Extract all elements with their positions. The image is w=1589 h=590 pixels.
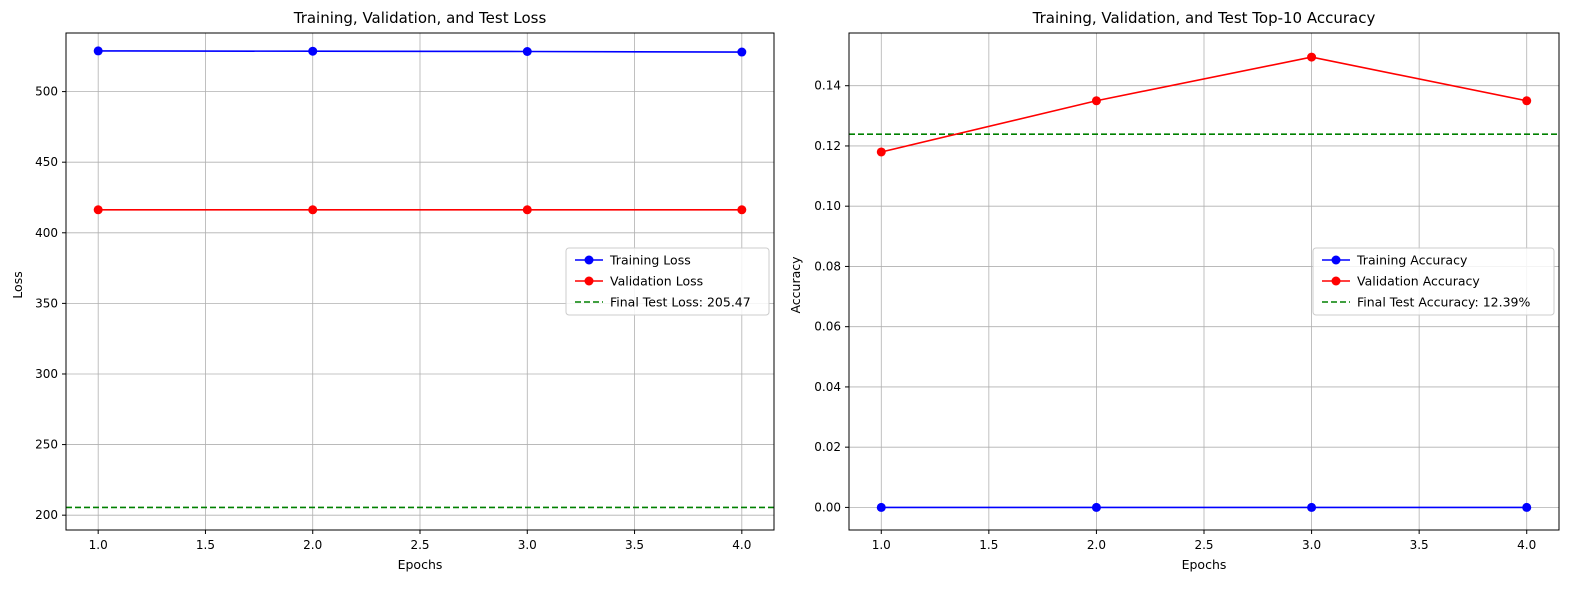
data-point [876,502,886,512]
data-point [522,46,532,56]
data-point [737,47,747,57]
data-point [876,147,886,157]
x-axis-label: Epochs [1182,557,1227,572]
y-tick-label: 450 [35,155,58,169]
legend-label: Training Accuracy [1356,253,1468,268]
y-tick-label: 0.06 [814,320,841,334]
legend-box [565,247,770,316]
y-tick-label: 250 [35,438,58,452]
data-point [308,46,318,56]
y-tick-label: 300 [35,367,58,381]
data-point [1522,502,1532,512]
y-tick-label: 0.14 [814,79,841,93]
y-tick-label: 350 [35,296,58,310]
data-point [737,205,747,215]
y-axis-label: Loss [10,271,25,298]
chart-title: Training, Validation, and Test Top-10 Ac… [1032,9,1376,27]
x-tick-label: 3.5 [1410,538,1429,552]
x-tick-label: 1.0 [872,538,891,552]
x-tick-label: 2.0 [1087,538,1106,552]
data-point [93,46,103,56]
y-tick-label: 0.02 [814,440,841,454]
legend-box [1312,247,1555,316]
legend-label: Validation Loss [610,274,703,289]
x-tick-label: 2.0 [303,538,322,552]
ticks: 1.0 1.5 2.0 2.5 3.0 3.5 4.0 200 250 300 350 400 450 5… [35,85,751,552]
legend-marker [584,276,594,286]
data-point [308,205,318,215]
x-tick-label: 1.5 [979,538,998,552]
series-layer [876,52,1532,512]
legend-marker [1331,276,1341,286]
x-tick-label: 1.5 [196,538,215,552]
x-tick-label: 2.5 [1194,538,1213,552]
x-tick-label: 1.0 [89,538,108,552]
y-tick-label: 200 [35,508,58,522]
chart-title: Training, Validation, and Test Loss [293,9,547,27]
x-tick-label: 3.0 [1302,538,1321,552]
x-tick-label: 4.0 [732,538,751,552]
y-tick-label: 0.08 [814,259,841,273]
legend: Training Loss Validation Loss Final Test L… [565,247,770,316]
y-tick-label: 0.10 [814,199,841,213]
data-point [1091,502,1101,512]
data-point [1522,96,1532,106]
y-tick-label: 0.12 [814,139,841,153]
series-layer [93,46,747,215]
series-line [881,56,1527,153]
data-point [1307,502,1317,512]
data-point [1307,52,1317,62]
y-tick-label: 500 [35,85,58,99]
ticks: 1.0 1.5 2.0 2.5 3.0 3.5 4.0 0.00 0.02 0.04 0.06 0.0… [814,79,1536,552]
legend-marker [1331,255,1341,265]
series-line [98,50,742,53]
y-axis-label: Accuracy [788,256,803,314]
x-tick-label: 3.0 [518,538,537,552]
legend-label: Final Test Loss: 205.47 [610,295,751,310]
accuracy-chart: Training, Validation, and Test Top-10 Ac… [788,9,1560,572]
loss-chart: Training, Validation, and Test Loss Epoc… [10,9,775,572]
y-tick-label: 0.00 [814,500,841,514]
x-tick-label: 2.5 [410,538,429,552]
legend-label: Final Test Accuracy: 12.39% [1357,295,1530,310]
legend: Training Accuracy Validation Accuracy Fina… [1312,247,1555,316]
x-axis-label: Epochs [398,557,443,572]
x-tick-label: 3.5 [625,538,644,552]
data-point [1091,96,1101,106]
data-point [522,205,532,215]
data-point [93,205,103,215]
y-tick-label: 400 [35,226,58,240]
legend-marker [584,255,594,265]
x-tick-label: 4.0 [1517,538,1536,552]
legend-label: Training Loss [609,253,691,268]
y-tick-label: 0.04 [814,380,841,394]
legend-label: Validation Accuracy [1357,274,1480,289]
